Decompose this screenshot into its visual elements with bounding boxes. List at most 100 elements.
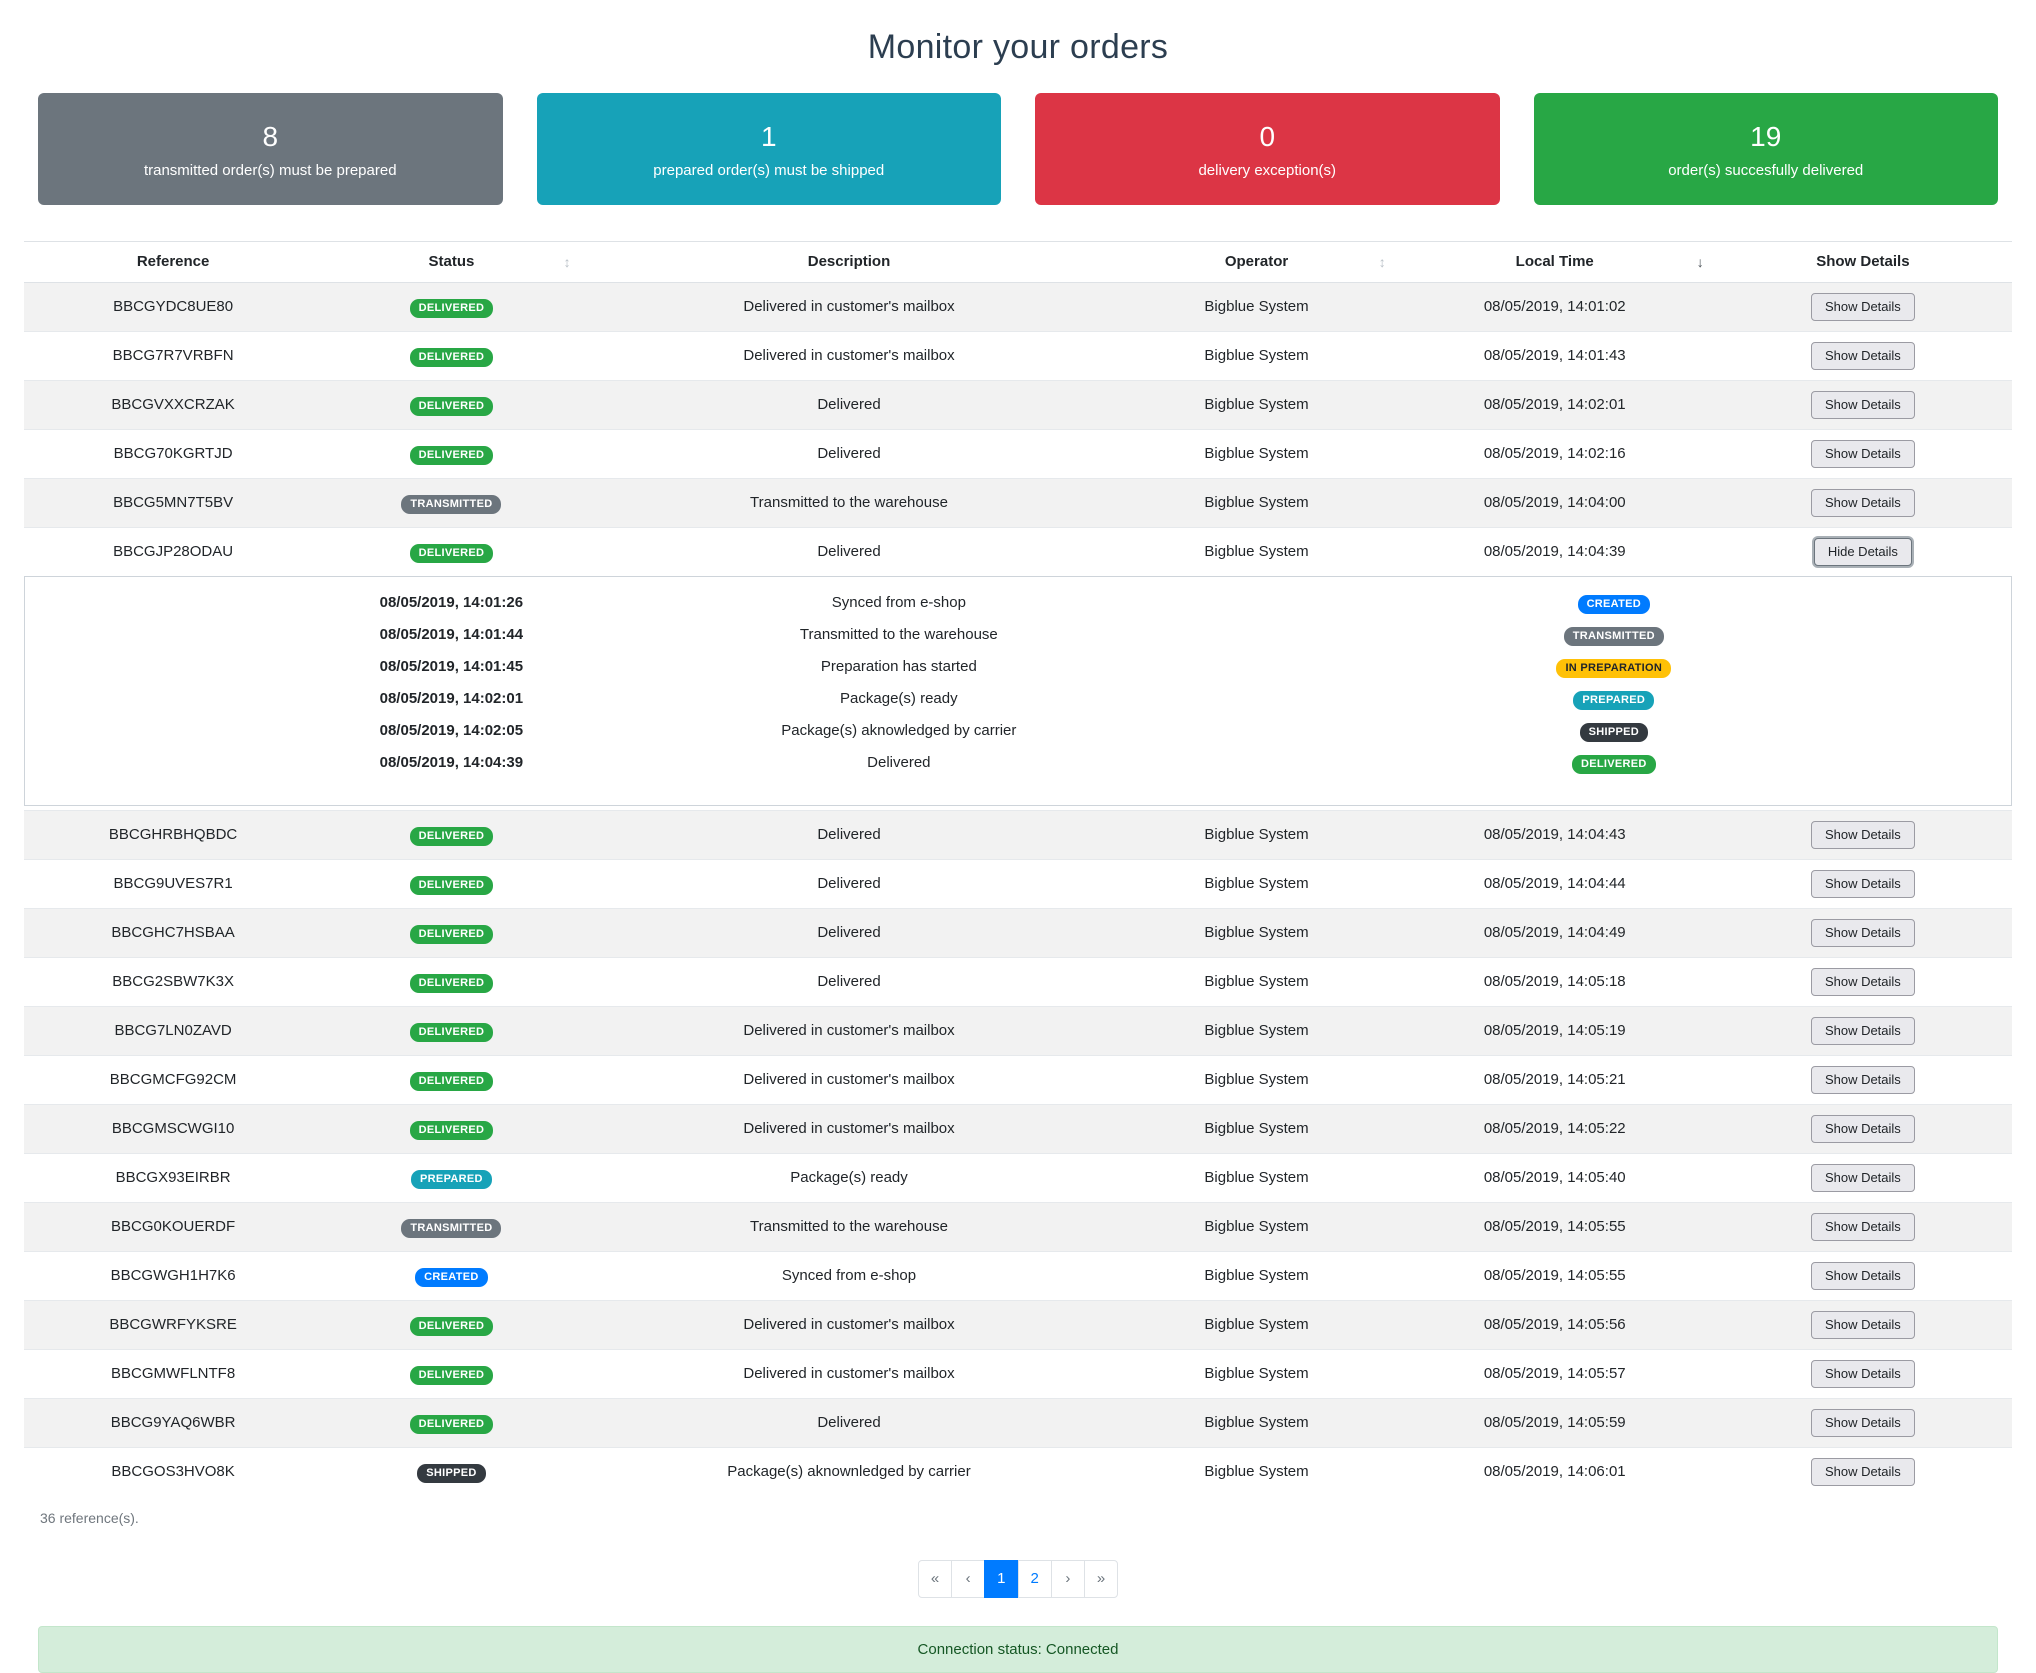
operator-cell: Bigblue System <box>1117 527 1396 576</box>
pagination-last[interactable]: » <box>1083 1560 1119 1598</box>
history-status-badge: IN PREPARATION <box>1556 658 1672 678</box>
show-details-button[interactable]: Show Details <box>1810 1311 1915 1339</box>
reference-cell: BBCGX93EIRBR <box>24 1153 323 1203</box>
order-row: BBCGVXXCRZAK DELIVERED Delivered Bigblue Sy… <box>24 380 2012 430</box>
local-time-cell: 08/05/2019, 14:04:39 <box>1395 527 1714 576</box>
sort-icon-status[interactable]: ↕ <box>563 254 571 270</box>
reference-cell: BBCGOS3HVO8K <box>24 1447 323 1496</box>
local-time-cell: 08/05/2019, 14:05:55 <box>1395 1202 1714 1252</box>
sort-icon-local-time[interactable]: ↓ <box>1696 254 1704 270</box>
status-cell: DELIVERED <box>322 810 581 860</box>
description-cell: Delivered in customer's mailbox <box>580 1006 1118 1056</box>
details-cell: Show Details <box>1713 331 2012 381</box>
show-details-button[interactable]: Show Details <box>1810 1164 1915 1192</box>
status-cell: DELIVERED <box>322 527 581 576</box>
status-badge: DELIVERED <box>409 445 494 465</box>
history-description: Package(s) ready <box>840 690 958 707</box>
status-badge: DELIVERED <box>409 396 494 416</box>
show-details-button[interactable]: Show Details <box>1810 1115 1915 1143</box>
show-details-button[interactable]: Show Details <box>1810 1017 1915 1045</box>
details-cell: Show Details <box>1713 1349 2012 1399</box>
orders-table-body: BBCGYDC8UE80 DELIVERED Delivered in custom… <box>24 282 2012 1496</box>
order-row: BBCGYDC8UE80 DELIVERED Delivered in custom… <box>24 282 2012 332</box>
reference-cell: BBCGJP28ODAU <box>24 527 323 576</box>
local-time-cell: 08/05/2019, 14:06:01 <box>1395 1447 1714 1496</box>
show-details-button[interactable]: Show Details <box>1810 391 1915 419</box>
show-details-button[interactable]: Show Details <box>1810 1066 1915 1094</box>
pagination-next[interactable]: › <box>1050 1560 1085 1598</box>
show-details-button[interactable]: Show Details <box>1810 821 1915 849</box>
show-details-button[interactable]: Show Details <box>1810 968 1915 996</box>
sort-icon-operator[interactable]: ↕ <box>1378 254 1386 270</box>
status-cell: DELIVERED <box>322 380 581 430</box>
reference-cell: BBCGMCFG92CM <box>24 1055 323 1105</box>
order-row: BBCGMCFG92CM DELIVERED Delivered in custom… <box>24 1055 2012 1105</box>
local-time-cell: 08/05/2019, 14:01:02 <box>1395 282 1714 332</box>
connection-status-banner: Connection status: Connected <box>38 1626 1998 1673</box>
show-details-button[interactable]: Show Details <box>1810 1409 1915 1437</box>
history-description: Delivered <box>867 754 931 771</box>
col-header-local-time[interactable]: Local Time ↓ <box>1395 241 1714 283</box>
history-status-badge: CREATED <box>1577 594 1651 614</box>
show-details-button[interactable]: Show Details <box>1810 489 1915 517</box>
history-status-badge: PREPARED <box>1573 690 1655 710</box>
description-cell: Delivered <box>580 1398 1118 1448</box>
status-badge: DELIVERED <box>409 875 494 895</box>
show-details-button[interactable]: Show Details <box>1810 919 1915 947</box>
show-details-button[interactable]: Show Details <box>1810 293 1915 321</box>
summary-cards: 8 transmitted order(s) must be prepared 1 p… <box>38 93 1998 205</box>
description-cell: Delivered in customer's mailbox <box>580 1055 1118 1105</box>
col-header-operator[interactable]: Operator ↕ <box>1117 241 1396 283</box>
operator-cell: Bigblue System <box>1117 380 1396 430</box>
history-description: Preparation has started <box>820 658 977 675</box>
pagination-page-2[interactable]: 2 <box>1017 1560 1052 1598</box>
reference-cell: BBCG7LN0ZAVD <box>24 1006 323 1056</box>
hide-details-button[interactable]: Hide Details <box>1813 538 1912 566</box>
history-time: 08/05/2019, 14:04:39 <box>379 754 524 771</box>
operator-cell: Bigblue System <box>1117 1300 1396 1350</box>
history-status-badge: SHIPPED <box>1579 722 1648 742</box>
description-cell: Delivered in customer's mailbox <box>580 331 1118 381</box>
status-badge: SHIPPED <box>417 1463 486 1483</box>
status-badge: DELIVERED <box>409 347 494 367</box>
pagination-prev[interactable]: ‹ <box>951 1560 986 1598</box>
summary-card-value: 19 <box>1750 120 1782 152</box>
operator-cell: Bigblue System <box>1117 1006 1396 1056</box>
history-description: Package(s) aknowledged by carrier <box>781 722 1017 739</box>
description-cell: Delivered <box>580 380 1118 430</box>
description-cell: Delivered in customer's mailbox <box>580 1349 1118 1399</box>
show-details-button[interactable]: Show Details <box>1810 1458 1915 1486</box>
show-details-button[interactable]: Show Details <box>1810 440 1915 468</box>
show-details-button[interactable]: Show Details <box>1810 870 1915 898</box>
summary-card-value: 0 <box>1259 120 1276 152</box>
details-cell: Show Details <box>1713 1398 2012 1448</box>
history-entry: 08/05/2019, 14:01:44 Transmitted to the w… <box>25 619 2011 651</box>
local-time-cell: 08/05/2019, 14:05:21 <box>1395 1055 1714 1105</box>
order-row: BBCGHC7HSBAA DELIVERED Delivered Bigblue Sy… <box>24 908 2012 958</box>
history-time: 08/05/2019, 14:01:26 <box>379 594 524 611</box>
operator-cell: Bigblue System <box>1117 478 1396 528</box>
show-details-button[interactable]: Show Details <box>1810 1262 1915 1290</box>
status-cell: DELIVERED <box>322 859 581 909</box>
status-cell: DELIVERED <box>322 1104 581 1154</box>
operator-cell: Bigblue System <box>1117 1398 1396 1448</box>
description-cell: Delivered <box>580 527 1118 576</box>
reference-cell: BBCGYDC8UE80 <box>24 282 323 332</box>
details-cell: Show Details <box>1713 908 2012 958</box>
pagination-page-1[interactable]: 1 <box>984 1560 1019 1598</box>
pagination-first[interactable]: « <box>917 1560 953 1598</box>
show-details-button[interactable]: Show Details <box>1810 1213 1915 1241</box>
show-details-button[interactable]: Show Details <box>1810 1360 1915 1388</box>
operator-cell: Bigblue System <box>1117 1202 1396 1252</box>
reference-cell: BBCGVXXCRZAK <box>24 380 323 430</box>
reference-cell: BBCG0KOUERDF <box>24 1202 323 1252</box>
description-cell: Delivered in customer's mailbox <box>580 282 1118 332</box>
status-badge: DELIVERED <box>409 973 494 993</box>
details-cell: Show Details <box>1713 957 2012 1007</box>
local-time-cell: 08/05/2019, 14:02:01 <box>1395 380 1714 430</box>
status-badge: DELIVERED <box>409 1365 494 1385</box>
col-header-status[interactable]: Status ↕ <box>322 241 581 283</box>
status-badge: DELIVERED <box>409 1316 494 1336</box>
local-time-cell: 08/05/2019, 14:05:59 <box>1395 1398 1714 1448</box>
show-details-button[interactable]: Show Details <box>1810 342 1915 370</box>
